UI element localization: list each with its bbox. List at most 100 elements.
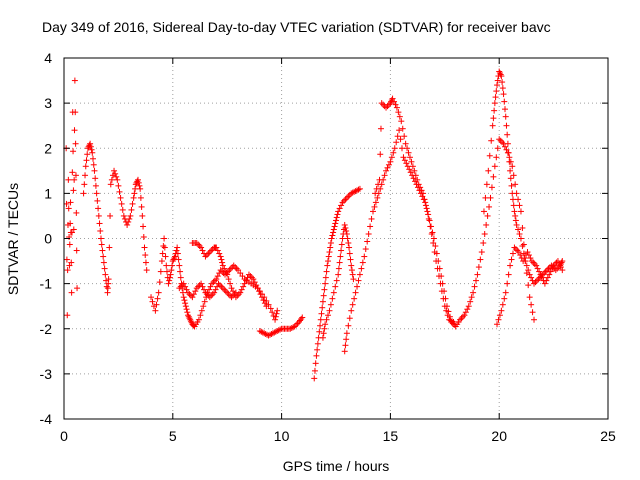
data-point [241,280,248,287]
data-point [345,240,352,247]
data-point [368,215,375,222]
data-point [313,352,320,359]
data-point [491,100,498,107]
data-point [174,250,181,257]
data-point [393,104,400,111]
data-point [335,271,342,278]
data-point [74,285,81,292]
data-point [406,154,413,161]
data-point [219,259,226,266]
data-point [489,122,496,129]
data-point [375,181,382,188]
data-point [182,283,189,290]
data-point [372,199,379,206]
data-point [130,194,137,201]
data-point [89,149,96,156]
data-point [71,176,78,183]
data-point [503,146,510,153]
data-point [105,276,112,283]
series-sat-k [480,68,566,287]
data-point [472,277,479,284]
data-point [509,163,516,170]
data-point [192,288,199,295]
data-point [273,310,280,317]
data-point [141,244,148,251]
data-point [393,139,400,146]
data-point [200,286,207,293]
data-point [250,276,257,283]
data-point [211,289,218,296]
data-point [129,200,136,207]
data-point [430,235,437,242]
data-point [116,188,123,195]
data-point [420,190,427,197]
data-point [401,157,408,164]
data-point [177,268,184,275]
data-point [352,289,359,296]
data-point [541,280,548,287]
data-point [508,182,515,189]
x-tick-label: 10 [274,428,290,444]
data-point [68,289,75,296]
data-point [372,190,379,197]
data-point [72,109,79,116]
data-point [499,85,506,92]
data-point [325,258,332,265]
data-point [182,303,189,310]
data-point [491,107,498,114]
data-point [83,157,90,164]
data-point [440,295,447,302]
data-point [184,309,191,316]
data-point [557,264,564,271]
series-sat-h [319,221,357,341]
data-point [63,200,70,207]
data-point [399,145,406,152]
data-point [168,267,175,274]
data-point [494,321,501,328]
data-point [525,252,532,259]
data-point [525,267,532,274]
data-point [346,250,353,257]
data-point [314,346,321,353]
data-point [152,307,159,314]
data-point [182,300,189,307]
data-point [521,255,528,262]
data-point [396,113,403,120]
data-point [536,268,543,275]
data-point [165,280,172,287]
data-point [516,202,523,209]
data-point [496,312,503,319]
data-point [396,127,403,134]
data-point [523,262,530,269]
data-point [414,176,421,183]
data-point [100,259,107,266]
data-point [331,223,338,230]
data-point [390,149,397,156]
data-point [95,212,102,219]
data-point [131,190,138,197]
data-point [325,312,332,319]
data-point [299,314,306,321]
data-point [97,227,104,234]
data-point [174,244,181,251]
data-point [477,256,484,263]
data-point [73,247,80,254]
data-point [543,277,550,284]
data-point [433,258,440,265]
ticks-layer: 0 5 10 15 20 25 -4 -3 -2 -1 0 1 2 3 4 [40,50,616,444]
data-point [349,271,356,278]
data-point [93,190,100,197]
data-point [322,274,329,281]
data-point [102,271,109,278]
data-point [404,163,411,170]
data-point [142,252,149,259]
data-point [88,146,95,153]
data-point [71,127,78,134]
y-tick-label: 3 [44,95,52,111]
data-point [482,194,489,201]
data-point [400,154,407,161]
data-point [199,247,206,254]
data-point [485,167,492,174]
data-point [367,223,374,230]
data-point [218,256,225,263]
